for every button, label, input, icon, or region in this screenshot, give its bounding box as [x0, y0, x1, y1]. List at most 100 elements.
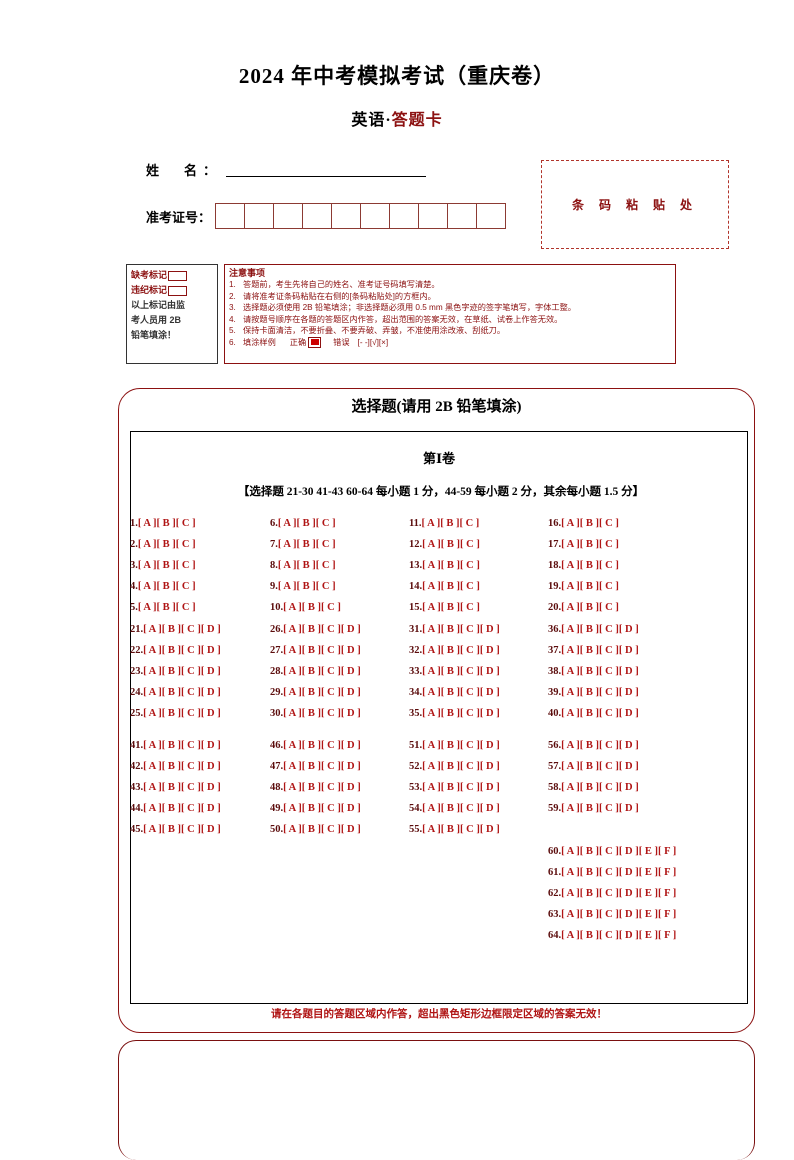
option-bubble-B[interactable]: [ B ]: [440, 824, 461, 835]
option-bubble-A[interactable]: [ A ]: [561, 581, 580, 592]
option-bubble-C[interactable]: [ C ]: [315, 518, 336, 529]
answer-row[interactable]: 26.[ A ][ B ][ C ][ D ]: [270, 624, 361, 645]
option-bubble-B[interactable]: [ B ]: [579, 888, 600, 899]
option-bubble-C[interactable]: [ C ]: [175, 581, 196, 592]
option-bubble-C[interactable]: [ C ]: [599, 782, 619, 793]
option-bubble-A[interactable]: [ A ]: [283, 782, 302, 793]
option-bubble-A[interactable]: [ A ]: [143, 666, 162, 677]
option-bubble-C[interactable]: [ C ]: [599, 888, 619, 899]
answer-row[interactable]: 15.[ A ][ B ][ C ]: [409, 602, 480, 623]
option-bubble-D[interactable]: [ D ]: [618, 782, 639, 793]
option-bubble-B[interactable]: [ B ]: [440, 708, 461, 719]
option-bubble-C[interactable]: [ C ]: [175, 539, 196, 550]
answer-row[interactable]: 22.[ A ][ B ][ C ][ D ]: [130, 645, 221, 666]
answer-row[interactable]: 18.[ A ][ B ][ C ]: [548, 560, 619, 581]
option-bubble-B[interactable]: [ B ]: [301, 740, 322, 751]
absent-mark-row[interactable]: 缺考标记: [131, 268, 213, 283]
option-bubble-A[interactable]: [ A ]: [277, 539, 297, 550]
option-bubble-B[interactable]: [ B ]: [579, 846, 600, 857]
option-bubble-B[interactable]: [ B ]: [440, 624, 461, 635]
option-bubble-A[interactable]: [ A ]: [422, 708, 441, 719]
option-bubble-A[interactable]: [ A ]: [283, 803, 302, 814]
option-bubble-D[interactable]: [ D ]: [340, 761, 361, 772]
option-bubble-F[interactable]: [ F ]: [657, 867, 677, 878]
option-bubble-A[interactable]: [ A ]: [283, 740, 302, 751]
option-bubble-B[interactable]: [ B ]: [579, 602, 600, 613]
option-bubble-F[interactable]: [ F ]: [657, 909, 677, 920]
option-bubble-B[interactable]: [ B ]: [440, 740, 461, 751]
answer-row[interactable]: 31.[ A ][ B ][ C ][ D ]: [409, 624, 500, 645]
option-bubble-A[interactable]: [ A ]: [561, 539, 580, 550]
option-bubble-B[interactable]: [ B ]: [161, 708, 182, 719]
option-bubble-D[interactable]: [ D ]: [200, 666, 221, 677]
answer-row[interactable]: 49.[ A ][ B ][ C ][ D ]: [270, 803, 361, 824]
answer-row[interactable]: 11.[ A ][ B ][ C ]: [409, 518, 480, 539]
name-input[interactable]: [226, 163, 427, 177]
option-bubble-B[interactable]: [ B ]: [440, 581, 461, 592]
answer-row[interactable]: 3.[ A ][ B ][ C ]: [130, 560, 196, 581]
answer-row[interactable]: 43.[ A ][ B ][ C ][ D ]: [130, 782, 221, 803]
answer-row[interactable]: 10.[ A ][ B ][ C ]: [270, 602, 341, 623]
option-bubble-B[interactable]: [ B ]: [579, 624, 600, 635]
ticket-number-cell[interactable]: [477, 204, 507, 228]
option-bubble-E[interactable]: [ E ]: [638, 867, 658, 878]
answer-row[interactable]: 27.[ A ][ B ][ C ][ D ]: [270, 645, 361, 666]
option-bubble-D[interactable]: [ D ]: [340, 782, 361, 793]
ticket-number-cell[interactable]: [303, 204, 333, 228]
option-bubble-B[interactable]: [ B ]: [296, 581, 316, 592]
option-bubble-B[interactable]: [ B ]: [579, 782, 600, 793]
option-bubble-D[interactable]: [ D ]: [200, 624, 221, 635]
answer-row[interactable]: 60.[ A ][ B ][ C ][ D ][ E ][ F ]: [548, 846, 676, 867]
option-bubble-A[interactable]: [ A ]: [561, 687, 580, 698]
option-bubble-A[interactable]: [ A ]: [143, 761, 162, 772]
option-bubble-D[interactable]: [ D ]: [479, 803, 500, 814]
option-bubble-F[interactable]: [ F ]: [657, 888, 677, 899]
option-bubble-C[interactable]: [ C ]: [321, 782, 341, 793]
option-bubble-A[interactable]: [ A ]: [561, 518, 580, 529]
option-bubble-C[interactable]: [ C ]: [315, 539, 336, 550]
option-bubble-A[interactable]: [ A ]: [143, 687, 162, 698]
option-bubble-A[interactable]: [ A ]: [143, 708, 162, 719]
answer-row[interactable]: 62.[ A ][ B ][ C ][ D ][ E ][ F ]: [548, 888, 676, 909]
answer-row[interactable]: 45.[ A ][ B ][ C ][ D ]: [130, 824, 221, 845]
option-bubble-C[interactable]: [ C ]: [321, 708, 341, 719]
option-bubble-B[interactable]: [ B ]: [579, 581, 600, 592]
option-bubble-D[interactable]: [ D ]: [618, 687, 639, 698]
option-bubble-A[interactable]: [ A ]: [422, 624, 441, 635]
option-bubble-A[interactable]: [ A ]: [422, 560, 441, 571]
option-bubble-C[interactable]: [ C ]: [321, 645, 341, 656]
option-bubble-B[interactable]: [ B ]: [301, 782, 322, 793]
option-bubble-A[interactable]: [ A ]: [561, 708, 580, 719]
answer-row[interactable]: 20.[ A ][ B ][ C ]: [548, 602, 619, 623]
option-bubble-C[interactable]: [ C ]: [321, 624, 341, 635]
option-bubble-C[interactable]: [ C ]: [599, 560, 619, 571]
option-bubble-D[interactable]: [ D ]: [618, 740, 639, 751]
option-bubble-D[interactable]: [ D ]: [200, 824, 221, 835]
option-bubble-D[interactable]: [ D ]: [618, 909, 639, 920]
option-bubble-A[interactable]: [ A ]: [277, 581, 297, 592]
option-bubble-A[interactable]: [ A ]: [422, 782, 441, 793]
option-bubble-D[interactable]: [ D ]: [340, 687, 361, 698]
option-bubble-C[interactable]: [ C ]: [181, 803, 201, 814]
option-bubble-B[interactable]: [ B ]: [161, 666, 182, 677]
option-bubble-A[interactable]: [ A ]: [561, 782, 580, 793]
option-bubble-D[interactable]: [ D ]: [200, 803, 221, 814]
option-bubble-C[interactable]: [ C ]: [599, 539, 619, 550]
answer-row[interactable]: 34.[ A ][ B ][ C ][ D ]: [409, 687, 500, 708]
option-bubble-A[interactable]: [ A ]: [422, 761, 441, 772]
option-bubble-B[interactable]: [ B ]: [440, 803, 461, 814]
option-bubble-C[interactable]: [ C ]: [460, 624, 480, 635]
answer-row[interactable]: 25.[ A ][ B ][ C ][ D ]: [130, 708, 221, 729]
answer-row[interactable]: 54.[ A ][ B ][ C ][ D ]: [409, 803, 500, 824]
option-bubble-B[interactable]: [ B ]: [161, 645, 182, 656]
ticket-number-input[interactable]: [215, 203, 507, 229]
option-bubble-C[interactable]: [ C ]: [321, 602, 341, 613]
answer-row[interactable]: 6.[ A ][ B ][ C ]: [270, 518, 341, 539]
option-bubble-A[interactable]: [ A ]: [137, 560, 157, 571]
answer-row[interactable]: 55.[ A ][ B ][ C ][ D ]: [409, 824, 500, 845]
option-bubble-D[interactable]: [ D ]: [618, 624, 639, 635]
option-bubble-C[interactable]: [ C ]: [599, 803, 619, 814]
option-bubble-C[interactable]: [ C ]: [460, 666, 480, 677]
option-bubble-A[interactable]: [ A ]: [143, 624, 162, 635]
option-bubble-B[interactable]: [ B ]: [301, 666, 322, 677]
